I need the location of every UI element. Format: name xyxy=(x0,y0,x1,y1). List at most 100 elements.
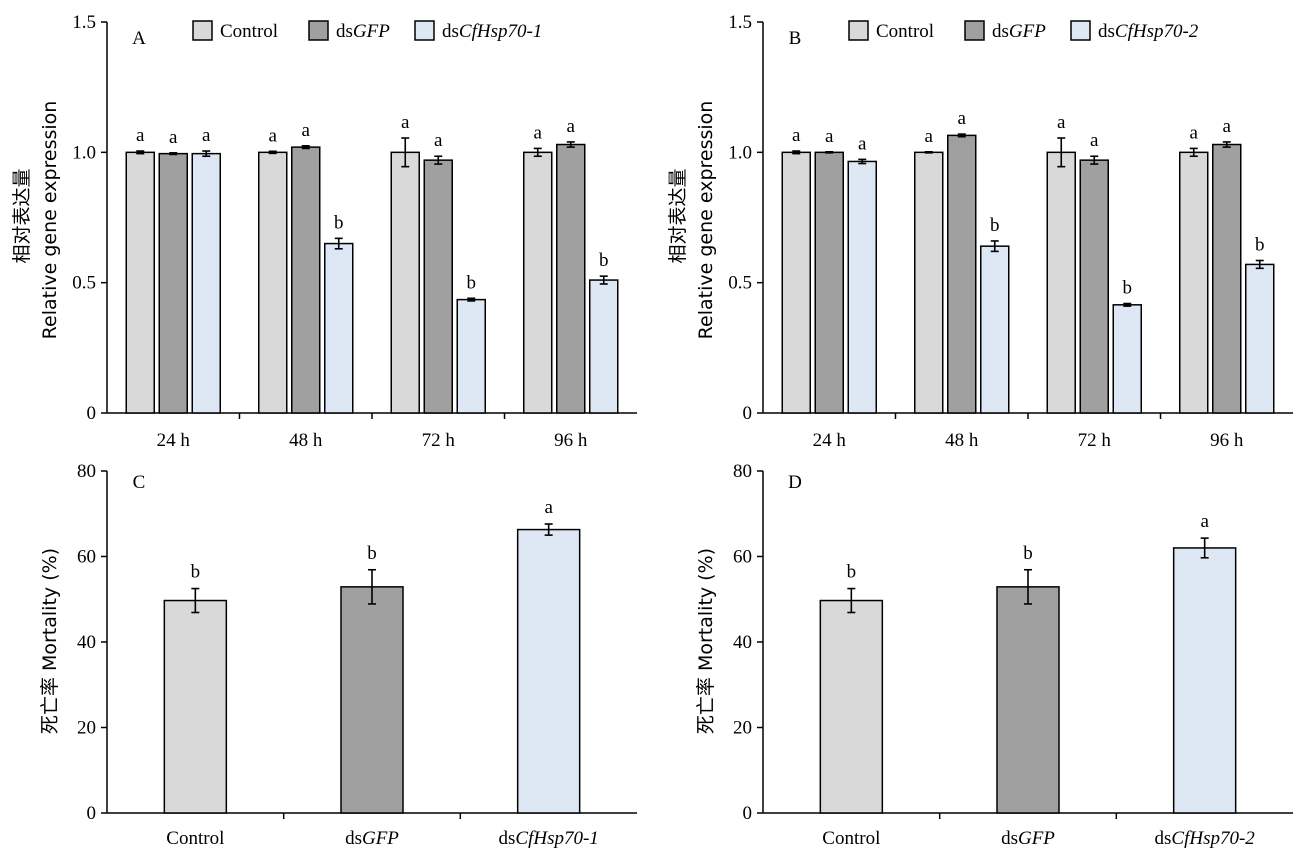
panel-c: 020406080bControlbdsGFPadsCfHsp70-1C死亡率 … xyxy=(39,461,637,849)
panel-d: 020406080bControlbdsGFPadsCfHsp70-2D死亡率 … xyxy=(695,461,1293,849)
x-tick-label: 24 h xyxy=(813,430,847,451)
x-tick-label: 48 h xyxy=(945,430,979,451)
x-tick-label-italic: GFP xyxy=(1018,828,1055,849)
x-tick-label: 96 h xyxy=(554,430,588,451)
significance-letter: a xyxy=(1090,130,1099,151)
panel-letter: D xyxy=(788,472,802,493)
x-tick-label-prefix: ds xyxy=(499,828,516,849)
bar xyxy=(292,147,320,413)
bar xyxy=(997,587,1059,813)
y-tick-label: 0.5 xyxy=(728,273,752,294)
legend-swatch xyxy=(415,21,434,40)
y-tick-label: 0 xyxy=(743,403,753,424)
legend-label-prefix: ds xyxy=(336,21,353,42)
significance-letter: b xyxy=(1255,235,1265,256)
x-tick-label: 48 h xyxy=(289,430,323,451)
significance-letter: b xyxy=(367,543,377,564)
bar xyxy=(424,160,452,413)
y-tick-label: 60 xyxy=(733,547,752,568)
significance-letter: b xyxy=(1023,543,1033,564)
bar xyxy=(1180,152,1208,413)
panel-letter: B xyxy=(789,28,802,49)
legend-label: Control xyxy=(220,21,278,42)
legend-label-plain: Control xyxy=(220,21,278,42)
significance-letter: a xyxy=(169,127,178,148)
x-tick-label: 24 h xyxy=(157,430,191,451)
bar xyxy=(1080,160,1108,413)
y-axis-title-cn: 相对表达量 xyxy=(11,168,33,263)
x-tick-label-prefix: ds xyxy=(1001,828,1018,849)
y-axis-title-en: Relative gene expression xyxy=(39,101,61,340)
x-tick-label-italic: GFP xyxy=(362,828,399,849)
legend-label-prefix: ds xyxy=(992,21,1009,42)
legend-label: dsGFP xyxy=(336,21,390,42)
legend-label-prefix: ds xyxy=(1098,21,1115,42)
x-tick-label-plain: Control xyxy=(166,828,224,849)
y-tick-label: 1.5 xyxy=(728,12,752,33)
panel-letter: C xyxy=(133,472,146,493)
bar xyxy=(126,152,154,413)
bar xyxy=(1047,152,1075,413)
significance-letter: a xyxy=(825,126,834,147)
y-tick-label: 20 xyxy=(77,718,96,739)
x-tick-label: dsCfHsp70-1 xyxy=(499,828,599,849)
x-tick-label-italic: CfHsp70-2 xyxy=(1171,828,1255,849)
bar xyxy=(948,135,976,413)
significance-letter: b xyxy=(1123,278,1133,299)
significance-letter: a xyxy=(544,497,553,518)
x-tick-label: dsGFP xyxy=(1001,828,1055,849)
bar xyxy=(981,246,1009,413)
y-axis-title: 死亡率 Mortality (%) xyxy=(695,548,717,734)
legend-label: Control xyxy=(876,21,934,42)
bar xyxy=(1246,264,1274,413)
significance-letter: a xyxy=(1200,511,1209,532)
y-tick-label: 1.5 xyxy=(72,12,96,33)
y-tick-label: 0 xyxy=(87,403,97,424)
bar xyxy=(820,601,882,813)
x-tick-label: dsCfHsp70-2 xyxy=(1155,828,1256,849)
y-tick-label: 40 xyxy=(77,632,96,653)
significance-letter: a xyxy=(136,125,145,146)
bar xyxy=(159,154,187,413)
bar xyxy=(524,152,552,413)
panel-b: 0 0.5 1.0 1.5 24 h a a a 48 h a a b 72 h a a b 96 h a a b B C… xyxy=(667,12,1293,451)
y-tick-label: 40 xyxy=(733,632,752,653)
y-axis-title-en: Relative gene expression xyxy=(695,101,717,340)
legend-label-plain: Control xyxy=(876,21,934,42)
figure: 0 0.5 1.0 1.5 24 h a a a 48 h a a b 72 h a a b 96 h a a b A C… xyxy=(0,0,1300,862)
significance-letter: a xyxy=(434,130,443,151)
legend-label: dsCfHsp70-2 xyxy=(1098,21,1199,42)
panel-a: 0 0.5 1.0 1.5 24 h a a a 48 h a a b 72 h a a b 96 h a a b A C… xyxy=(11,12,637,451)
significance-letter: a xyxy=(925,126,934,147)
bar xyxy=(848,161,876,413)
significance-letter: b xyxy=(599,250,609,271)
bar xyxy=(815,152,843,413)
panel-letter: A xyxy=(132,28,146,49)
significance-letter: b xyxy=(847,562,857,583)
significance-letter: a xyxy=(1057,112,1066,133)
bar xyxy=(518,530,580,813)
bar xyxy=(557,145,585,413)
bar xyxy=(782,152,810,413)
significance-letter: a xyxy=(567,116,576,137)
x-tick-label: 96 h xyxy=(1210,430,1244,451)
y-tick-label: 20 xyxy=(733,718,752,739)
x-tick-label: dsGFP xyxy=(345,828,399,849)
legend-label-prefix: ds xyxy=(442,21,459,42)
bar xyxy=(1213,145,1241,413)
y-axis-title: 死亡率 Mortality (%) xyxy=(39,548,61,734)
bar xyxy=(259,152,287,413)
y-tick-label: 1.0 xyxy=(728,142,752,163)
bar xyxy=(457,300,485,413)
x-tick-label: Control xyxy=(822,828,880,849)
bar xyxy=(341,587,403,813)
significance-letter: a xyxy=(958,108,967,129)
significance-letter: b xyxy=(334,212,344,233)
legend-swatch xyxy=(309,21,328,40)
x-tick-label-prefix: ds xyxy=(345,828,362,849)
legend-label: dsCfHsp70-1 xyxy=(442,21,542,42)
x-tick-label-italic: CfHsp70-1 xyxy=(515,828,598,849)
bar xyxy=(192,154,220,413)
x-tick-label: 72 h xyxy=(1078,430,1112,451)
significance-letter: a xyxy=(401,112,410,133)
